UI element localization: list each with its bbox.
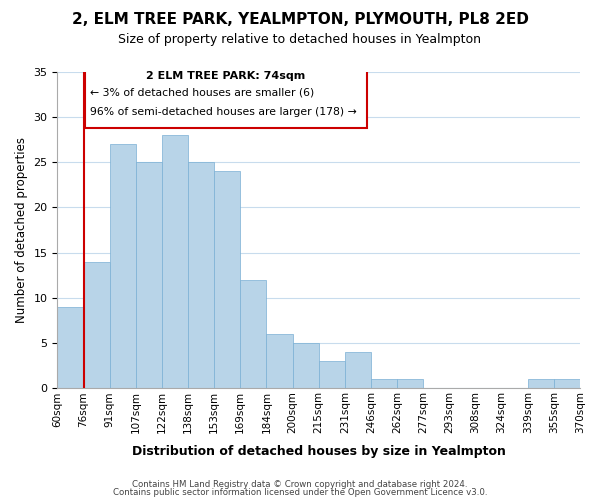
FancyBboxPatch shape bbox=[85, 66, 367, 128]
X-axis label: Distribution of detached houses by size in Yealmpton: Distribution of detached houses by size … bbox=[132, 444, 506, 458]
Text: Contains public sector information licensed under the Open Government Licence v3: Contains public sector information licen… bbox=[113, 488, 487, 497]
Text: Size of property relative to detached houses in Yealmpton: Size of property relative to detached ho… bbox=[119, 32, 482, 46]
Bar bbox=[58, 307, 83, 388]
Bar bbox=[554, 380, 580, 388]
Y-axis label: Number of detached properties: Number of detached properties bbox=[15, 137, 28, 323]
Bar bbox=[110, 144, 136, 388]
Bar bbox=[214, 171, 241, 388]
Bar bbox=[266, 334, 293, 388]
Text: 2 ELM TREE PARK: 74sqm: 2 ELM TREE PARK: 74sqm bbox=[146, 70, 305, 81]
Bar bbox=[528, 380, 554, 388]
Bar bbox=[188, 162, 214, 388]
Text: 2, ELM TREE PARK, YEALMPTON, PLYMOUTH, PL8 2ED: 2, ELM TREE PARK, YEALMPTON, PLYMOUTH, P… bbox=[71, 12, 529, 28]
Text: Contains HM Land Registry data © Crown copyright and database right 2024.: Contains HM Land Registry data © Crown c… bbox=[132, 480, 468, 489]
Bar bbox=[397, 380, 423, 388]
Bar bbox=[319, 362, 345, 388]
Bar bbox=[345, 352, 371, 388]
Bar bbox=[162, 135, 188, 388]
Text: 96% of semi-detached houses are larger (178) →: 96% of semi-detached houses are larger (… bbox=[90, 107, 357, 117]
Bar bbox=[136, 162, 162, 388]
Bar bbox=[83, 262, 110, 388]
Bar bbox=[241, 280, 266, 388]
Text: ← 3% of detached houses are smaller (6): ← 3% of detached houses are smaller (6) bbox=[90, 88, 314, 98]
Bar bbox=[293, 343, 319, 388]
Bar bbox=[371, 380, 397, 388]
